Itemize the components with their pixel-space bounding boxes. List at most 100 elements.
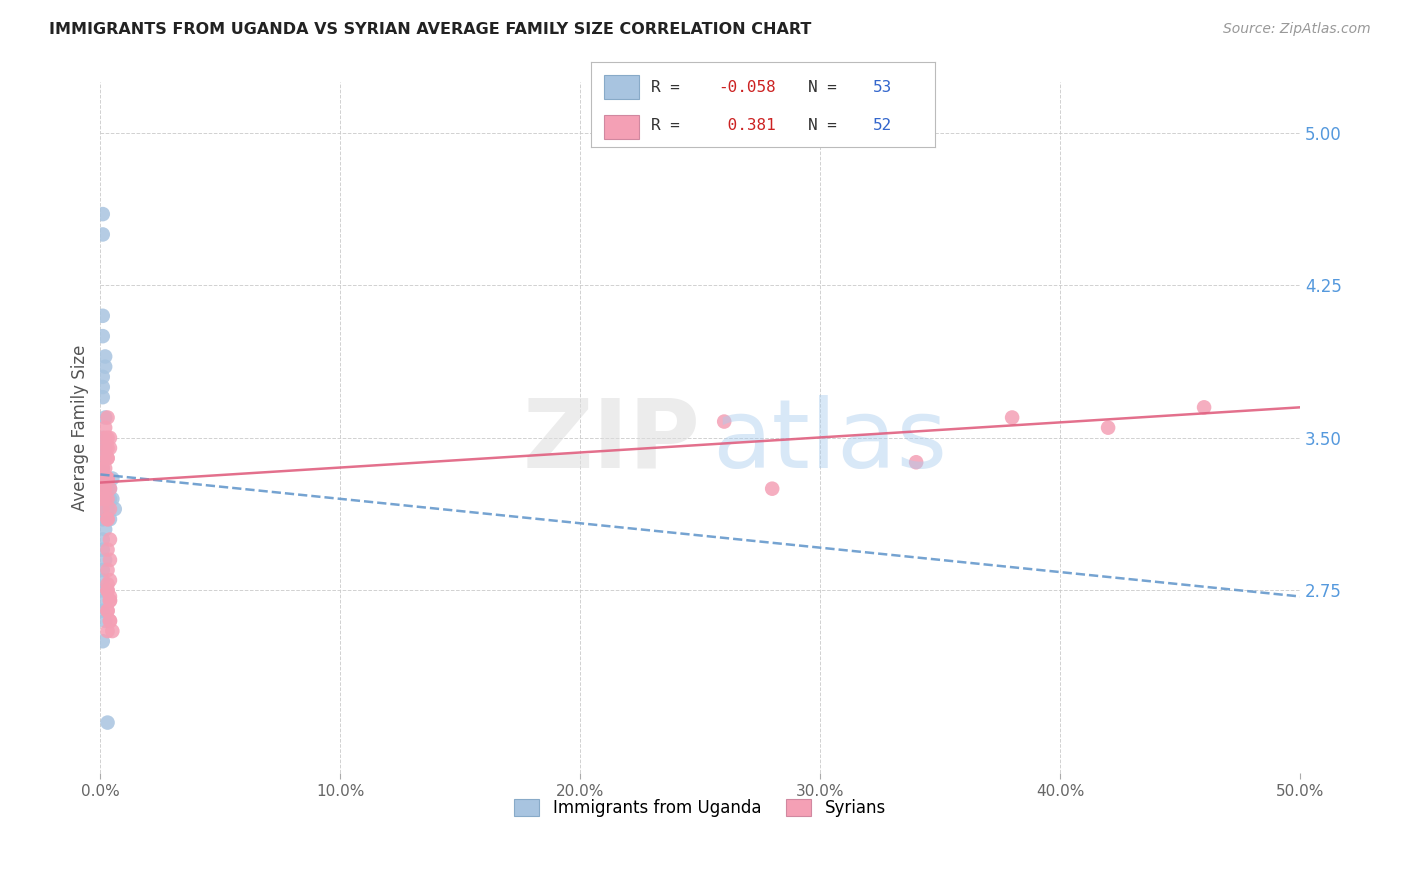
Point [96,502,118,516]
Point [94,461,117,475]
Point [96,471,118,485]
Point [98,553,121,567]
Point [96,542,118,557]
Point [91,533,114,547]
Text: 53: 53 [873,79,893,95]
Point [91,502,114,516]
Point [94,471,117,485]
Point [91,502,114,516]
Point [104,502,127,516]
Text: 52: 52 [873,119,893,134]
Point [91,471,114,485]
Point [1001,410,1024,425]
Text: IMMIGRANTS FROM UGANDA VS SYRIAN AVERAGE FAMILY SIZE CORRELATION CHART: IMMIGRANTS FROM UGANDA VS SYRIAN AVERAGE… [49,22,811,37]
Point [91,441,114,455]
Point [98,590,121,604]
Y-axis label: Average Family Size: Average Family Size [72,344,89,511]
Point [98,593,121,607]
Point [91,431,114,445]
Point [98,482,121,496]
Point [91,309,114,323]
Point [91,461,114,475]
Point [91,491,114,506]
Point [96,583,118,598]
Point [91,227,114,242]
Point [98,614,121,628]
Point [98,614,121,628]
Point [94,441,117,455]
Point [94,491,117,506]
Point [91,207,114,221]
Point [96,604,118,618]
Point [91,390,114,404]
Point [98,533,121,547]
Point [94,420,117,434]
Point [91,471,114,485]
Point [98,573,121,587]
Point [96,441,118,455]
Point [98,593,121,607]
Point [96,451,118,466]
Point [101,624,124,638]
Point [91,461,114,475]
Text: N =: N = [807,79,846,95]
Text: R =: R = [651,79,689,95]
Point [98,441,121,455]
Point [91,634,114,648]
Point [91,491,114,506]
Point [91,593,114,607]
Point [91,491,114,506]
Point [91,512,114,526]
Point [91,502,114,516]
Point [96,482,118,496]
Point [91,491,114,506]
Point [1192,401,1215,415]
Point [96,604,118,618]
Point [905,455,928,469]
Point [96,431,118,445]
Point [96,583,118,598]
Point [91,491,114,506]
Point [91,583,114,598]
Point [96,512,118,526]
Point [91,471,114,485]
Point [96,491,118,506]
Point [96,624,118,638]
Point [91,542,114,557]
FancyBboxPatch shape [605,75,638,99]
Point [91,563,114,577]
Point [94,553,117,567]
Point [94,431,117,445]
Point [91,451,114,466]
Point [96,410,118,425]
Point [96,512,118,526]
Text: N =: N = [807,119,846,134]
Text: Source: ZipAtlas.com: Source: ZipAtlas.com [1223,22,1371,37]
Point [91,482,114,496]
Point [98,482,121,496]
Point [91,604,114,618]
Point [91,329,114,343]
Point [98,502,121,516]
Point [94,451,117,466]
Point [96,471,118,485]
Text: R =: R = [651,119,689,134]
Text: atlas: atlas [713,395,948,488]
Point [94,614,117,628]
Point [96,715,118,730]
Point [94,482,117,496]
Point [98,512,121,526]
Legend: Immigrants from Uganda, Syrians: Immigrants from Uganda, Syrians [508,792,893,824]
Point [98,431,121,445]
Point [761,482,783,496]
Point [91,461,114,475]
Point [101,491,124,506]
Point [91,471,114,485]
Point [96,471,118,485]
Point [91,482,114,496]
Point [91,512,114,526]
FancyBboxPatch shape [605,115,638,139]
Point [91,369,114,384]
Point [101,471,124,485]
Point [94,410,117,425]
